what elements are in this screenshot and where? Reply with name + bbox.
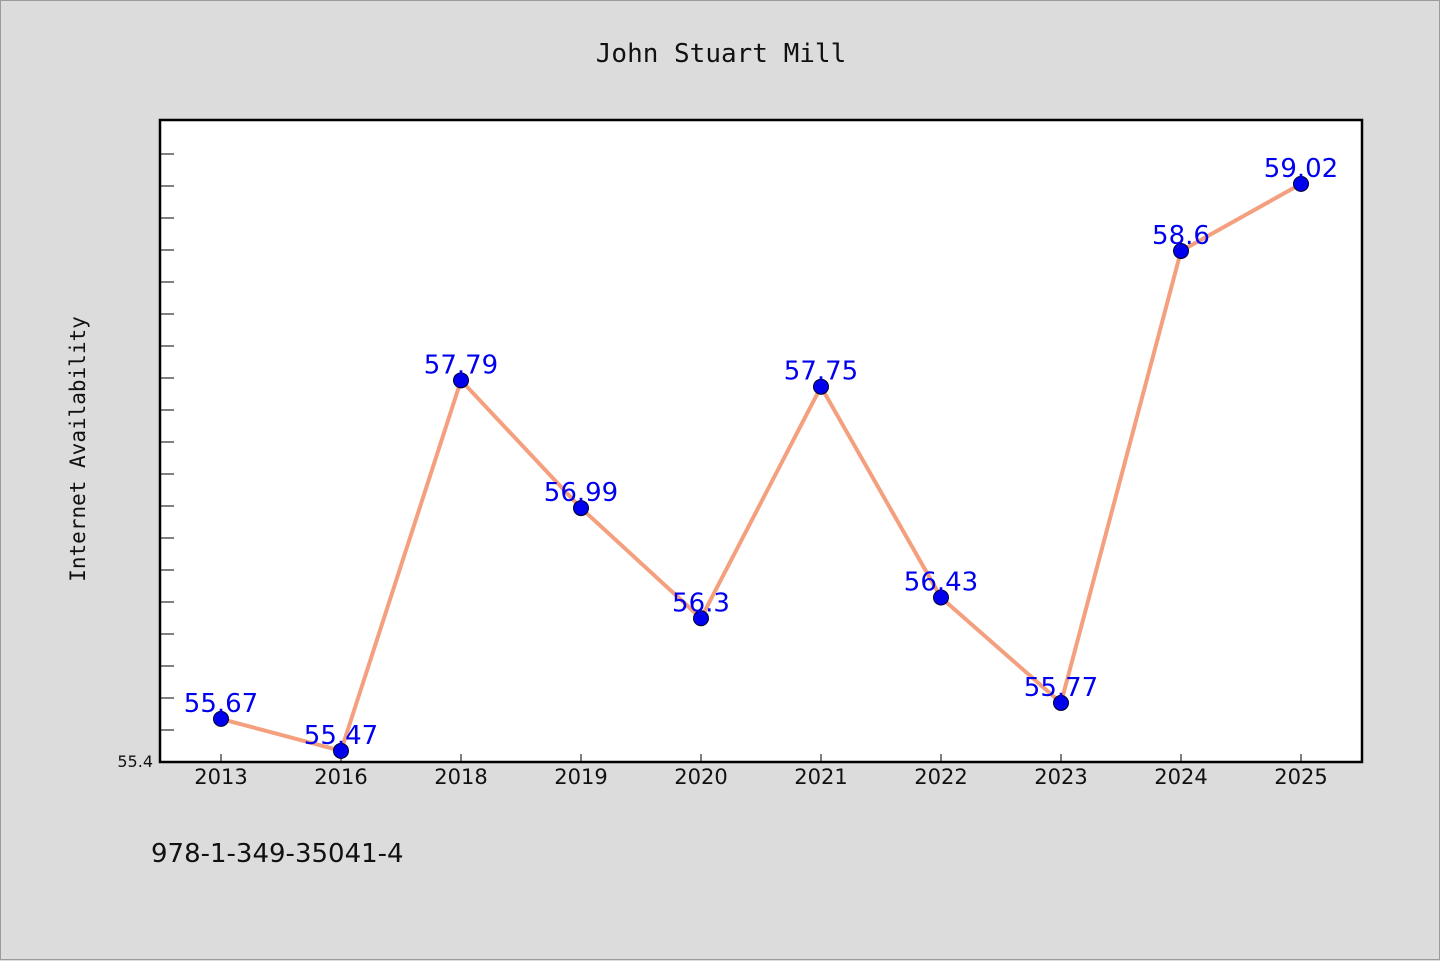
x-axis: 2013 2016 2018 2019 2020 2021 2022 2023 2024 2025	[194, 754, 1328, 789]
data-point	[693, 610, 709, 627]
y-minor-ticks	[160, 153, 174, 763]
x-tick-label: 2022	[914, 765, 967, 789]
x-tick-label: 2019	[554, 765, 607, 789]
x-tick-label: 2016	[314, 765, 367, 789]
x-tick-label: 2013	[194, 765, 247, 789]
x-tick-label: 2025	[1274, 765, 1327, 789]
x-tick-label: 2021	[794, 765, 847, 789]
data-point	[453, 372, 469, 389]
isbn-footer: 978-1-349-35041-4	[151, 839, 404, 869]
data-point	[1293, 175, 1309, 192]
x-tick-label: 2018	[434, 765, 487, 789]
data-point	[1053, 694, 1069, 711]
data-label: 55.47	[304, 721, 378, 751]
data-point	[813, 378, 829, 395]
x-tick-label: 2020	[674, 765, 727, 789]
data-markers	[213, 175, 1309, 759]
series-line-group	[219, 181, 1303, 753]
series-line	[219, 181, 1303, 753]
data-label: 56.99	[544, 478, 618, 508]
data-label: 59.02	[1264, 154, 1338, 184]
y-axis-label: Internet Availability	[66, 316, 90, 582]
chart-title: John Stuart Mill	[596, 39, 846, 69]
y-tick-label: 55.4	[117, 752, 153, 771]
data-label: 57.79	[424, 350, 498, 380]
data-point	[573, 500, 589, 517]
data-point	[333, 742, 349, 759]
data-labels: 55.67 55.47 57.79 56.99 56.3 57.75 56.43 55.77 5…	[184, 154, 1338, 751]
data-point	[213, 710, 229, 727]
data-label: 56.43	[904, 568, 978, 598]
data-label: 58.6	[1152, 221, 1210, 251]
data-point	[1173, 242, 1189, 259]
data-label: 57.75	[784, 357, 858, 387]
data-point	[933, 589, 949, 606]
data-label: 55.67	[184, 689, 258, 719]
data-label: 56.3	[672, 588, 730, 618]
x-tick-label: 2023	[1034, 765, 1087, 789]
x-tick-label: 2024	[1154, 765, 1207, 789]
plot-area	[158, 118, 1364, 764]
data-label: 55.77	[1024, 673, 1098, 703]
